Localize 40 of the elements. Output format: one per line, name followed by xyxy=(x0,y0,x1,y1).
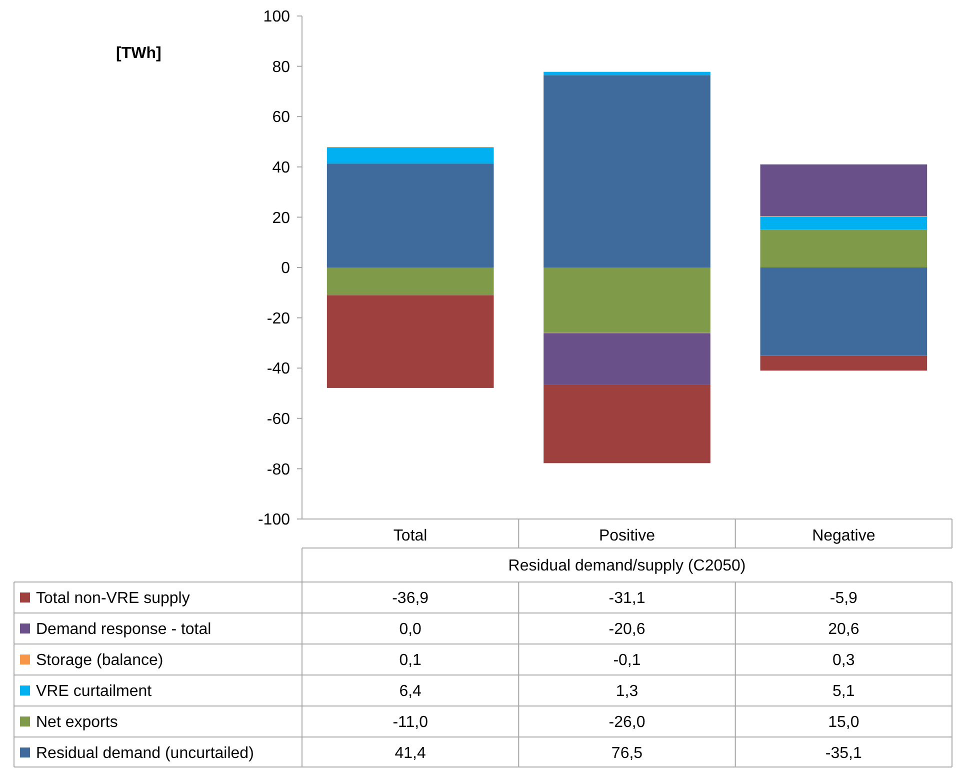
legend-label: VRE curtailment xyxy=(36,683,152,700)
data-label: 15,0 xyxy=(828,714,860,732)
legend-label: Residual demand (uncurtailed) xyxy=(36,745,254,762)
data-label: -31,1 xyxy=(608,590,646,608)
data-label: 1,3 xyxy=(616,683,638,700)
data-label: 41,4 xyxy=(394,745,426,762)
y-tick-label: -40 xyxy=(266,360,290,378)
y-tick-label: 20 xyxy=(272,210,290,227)
y-tick-label: -60 xyxy=(266,411,290,428)
x-tick-label: Total xyxy=(393,528,428,545)
y-tick-label: 80 xyxy=(272,58,290,76)
data-label: -35,1 xyxy=(825,745,862,762)
legend-label: Demand response - total xyxy=(36,621,212,638)
x-tick-label: Negative xyxy=(812,528,876,545)
y-tick-label: -80 xyxy=(266,461,290,478)
data-label: -26,0 xyxy=(608,714,646,732)
data-label: 0,1 xyxy=(399,652,422,670)
legend-label: Net exports xyxy=(36,714,118,732)
y-tick-label: 60 xyxy=(272,109,290,126)
y-tick-label: 100 xyxy=(263,8,290,26)
legend-label: Total non-VRE supply xyxy=(36,590,190,608)
data-label: -20,6 xyxy=(608,621,646,638)
data-label: -5,9 xyxy=(830,590,858,608)
data-label: 76,5 xyxy=(611,745,643,762)
data-label: -0,1 xyxy=(613,652,641,670)
data-label: 6,4 xyxy=(399,683,422,700)
text: [TWh] xyxy=(116,45,162,62)
y-tick-label: 40 xyxy=(272,160,290,176)
data-label: -36,9 xyxy=(392,590,429,608)
y-tick-label: -100 xyxy=(258,512,290,529)
data-label: 5,1 xyxy=(832,683,855,700)
data-label: 20,6 xyxy=(828,621,860,638)
y-tick-label: 0 xyxy=(281,260,290,278)
legend-label: Storage (balance) xyxy=(36,652,164,670)
data-label: 0,3 xyxy=(832,652,855,670)
x-axis-title: Residual demand/supply (C2050) xyxy=(508,558,746,575)
y-tick-label: -20 xyxy=(266,310,290,328)
data-label: 0,0 xyxy=(399,621,422,638)
x-tick-label: Positive xyxy=(598,528,656,545)
data-label: -11,0 xyxy=(392,714,428,732)
